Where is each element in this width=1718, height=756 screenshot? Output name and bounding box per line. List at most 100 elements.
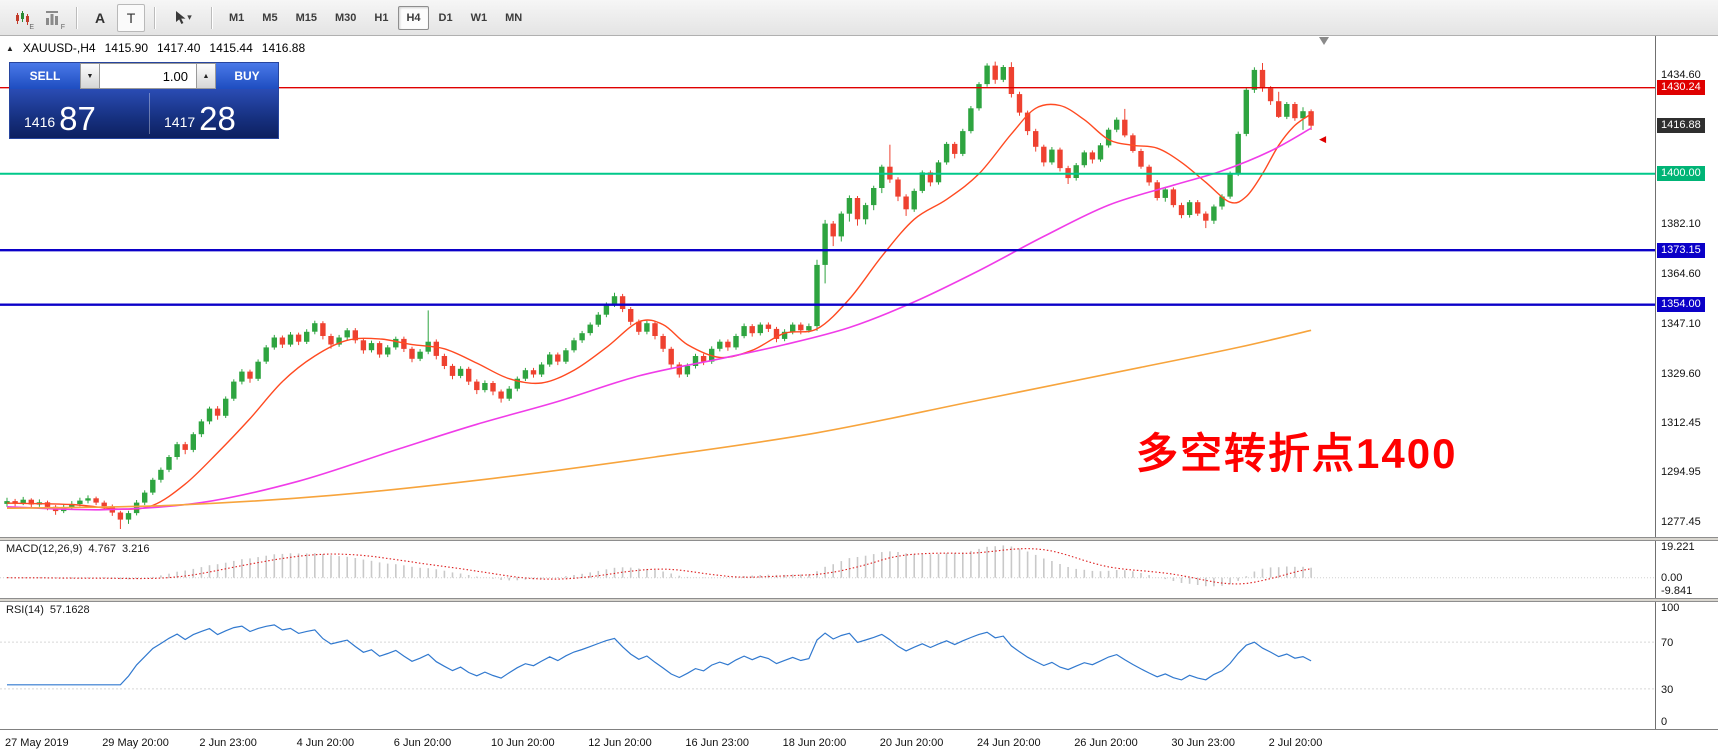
candle [125, 513, 132, 520]
candle [69, 504, 75, 508]
candle [952, 143, 958, 154]
toolbar-separator [211, 6, 212, 29]
candle [1227, 173, 1233, 197]
candlestick-plot[interactable] [0, 36, 1655, 537]
candle [506, 388, 512, 399]
macd-panel[interactable]: MACD(12,26,9) 4.767 3.216 [0, 541, 1655, 598]
time-axis-label: 18 Jun 20:00 [782, 737, 847, 749]
chart-shift-marker[interactable] [1319, 37, 1329, 45]
macd-label: MACD(12,26,9) [6, 543, 83, 555]
mini-chart-icon[interactable]: E [8, 4, 36, 32]
candle [838, 213, 844, 237]
timeframe-button-h1[interactable]: H1 [374, 11, 389, 24]
cursor-tool-icon[interactable]: ▾ [164, 4, 202, 32]
candle [628, 309, 634, 322]
symbol-title: XAUUSD-,H4 [22, 41, 96, 55]
time-axis[interactable]: 27 May 2019 29 May 20:00 2 Jun 23:00 4 Jun … [0, 729, 1718, 756]
timeframe-button-mn[interactable]: MN [505, 11, 523, 24]
candle [1114, 119, 1120, 130]
candle [660, 336, 666, 349]
sell-price-display[interactable]: 1416 87 [10, 89, 149, 138]
text-tool-icon[interactable]: T [117, 3, 145, 32]
candle [1203, 213, 1209, 221]
timeframe-button-w1[interactable]: W1 [470, 11, 488, 24]
candle [1008, 67, 1015, 94]
candle [652, 323, 658, 336]
candle [376, 343, 383, 355]
price-axis-label: 1364.60 [1661, 268, 1701, 280]
candle [571, 340, 577, 351]
candle [231, 381, 237, 399]
candle [862, 205, 869, 220]
price-axis-label: 1382.10 [1661, 218, 1701, 231]
candle [879, 166, 885, 188]
candle [530, 370, 537, 375]
main-chart-panel[interactable]: ▲ XAUUSD-,H4 1415.90 1417.40 1415.44 141… [0, 36, 1655, 537]
candle [692, 356, 699, 366]
candle [741, 326, 747, 337]
timeframe-button-d1[interactable]: D1 [438, 11, 453, 24]
top-toolbar: E F A T ▾ M1 M5 M15 M30 H1 H4 D1 W1 MN [0, 0, 1718, 36]
time-axis-label: 2 Jun 23:00 [199, 737, 257, 749]
font-icon[interactable]: A [94, 9, 106, 26]
timeframe-button-m15[interactable]: M15 [295, 11, 317, 24]
candle [757, 324, 763, 334]
rsi-panel[interactable]: RSI(14) 57.1628 [0, 602, 1655, 729]
time-axis-label: 26 Jun 20:00 [1074, 737, 1138, 749]
volume-input[interactable] [100, 63, 196, 89]
buy-button[interactable]: BUY [216, 63, 278, 89]
timeframe-button-m5[interactable]: M5 [262, 11, 278, 24]
candle [304, 331, 310, 342]
candle [700, 356, 707, 362]
time-axis-label: 12 Jun 20:00 [588, 737, 652, 749]
collapse-chart-icon[interactable]: ▲ [6, 43, 14, 53]
volume-decrease-button[interactable]: ▼ [80, 63, 100, 89]
candle [1259, 69, 1266, 89]
candle [514, 378, 520, 389]
panel-splitter[interactable] [0, 537, 1718, 541]
caret-down-icon: ▾ [187, 12, 192, 22]
candle [158, 469, 164, 480]
candle [1276, 101, 1282, 117]
time-axis-label: 29 May 20:00 [102, 737, 169, 749]
candle [1130, 135, 1136, 151]
time-axis-label: 30 Jun 23:00 [1171, 737, 1236, 749]
candle [871, 188, 877, 206]
rsi-axis: 100 70 30 0 [1656, 602, 1718, 729]
macd-plot[interactable] [0, 541, 1655, 598]
panel-splitter[interactable] [0, 598, 1718, 602]
candle [1089, 152, 1096, 160]
candle [344, 330, 350, 338]
candle [4, 501, 10, 504]
candle [93, 498, 99, 503]
candle [668, 348, 674, 365]
candle [1122, 119, 1128, 136]
candle [312, 323, 318, 332]
candle [717, 341, 723, 349]
buy-price-small: 1417 [164, 114, 196, 130]
candle [223, 398, 229, 416]
candle [522, 370, 529, 379]
macd-value-signal: 3.216 [121, 543, 150, 555]
volume-increase-button[interactable]: ▲ [196, 63, 216, 89]
candle [927, 172, 934, 183]
ma-slow-line [6, 329, 1312, 509]
grid-icon[interactable]: F [39, 4, 67, 32]
candle [198, 421, 205, 435]
candle [1162, 189, 1168, 198]
timeframe-toolbar: M1 M5 M15 M30 H1 H4 D1 W1 MN [221, 5, 530, 30]
candle [1211, 206, 1217, 221]
timeframe-button-m1[interactable]: M1 [229, 11, 245, 24]
price-axis-label: 1329.60 [1661, 367, 1701, 380]
sell-button[interactable]: SELL [10, 63, 80, 89]
price-axis-label: 1277.45 [1661, 516, 1701, 529]
rsi-plot[interactable] [0, 602, 1655, 729]
timeframe-button-h4[interactable]: H4 [398, 5, 429, 30]
candle [336, 337, 342, 345]
cursor-glyph [176, 11, 186, 24]
timeframe-button-m30[interactable]: M30 [334, 11, 357, 24]
buy-price-display[interactable]: 1417 28 [150, 89, 278, 138]
candle [85, 498, 91, 501]
price-axis[interactable]: 1434.60 1430.24 1416.88 1400.00 1382.10 1373.… [1656, 36, 1718, 537]
